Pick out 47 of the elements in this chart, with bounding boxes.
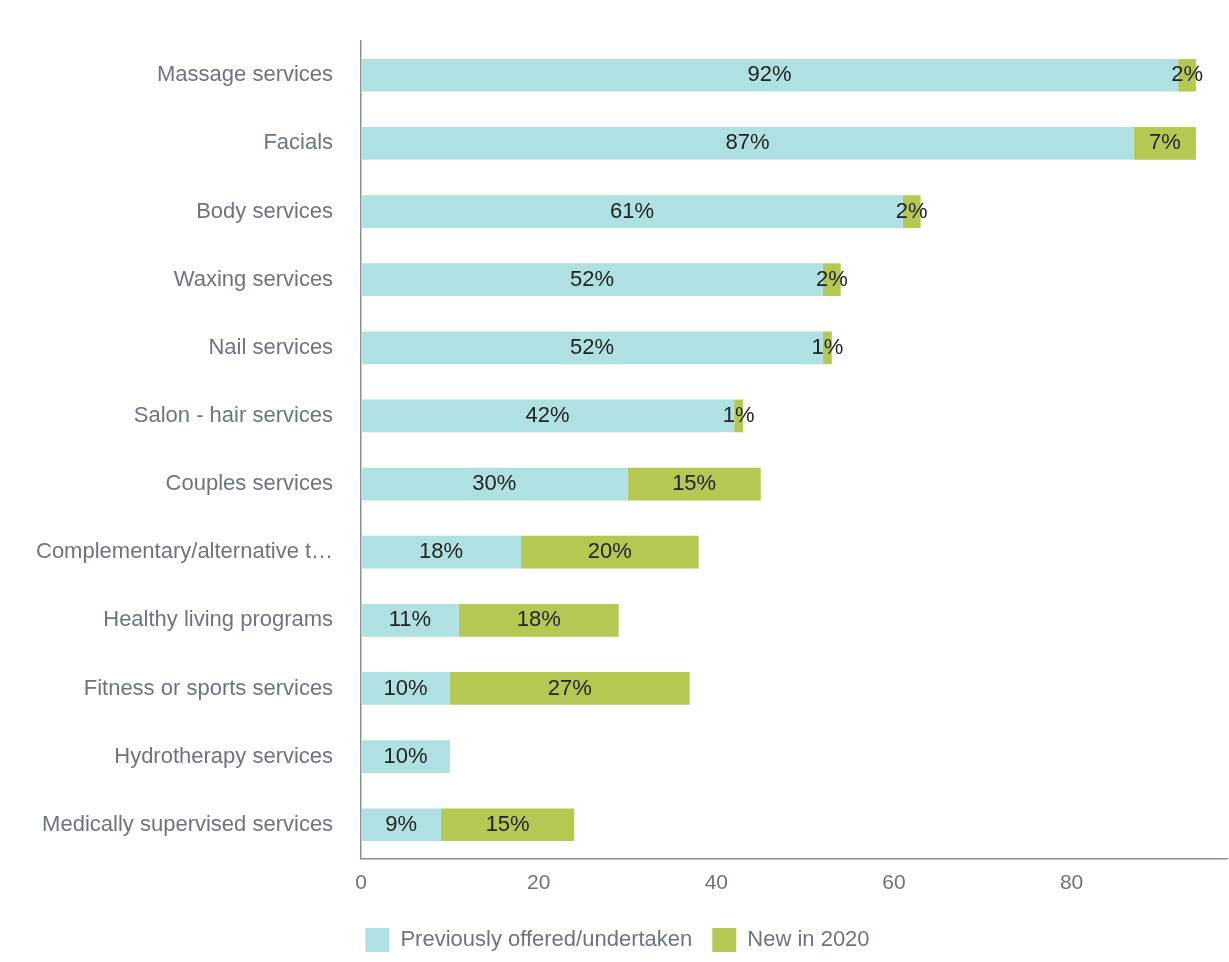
data-label: 10% xyxy=(383,742,428,768)
y-tick-label: Waxing services xyxy=(173,265,334,291)
x-tick-label: 20 xyxy=(527,870,551,894)
y-tick-label: Healthy living programs xyxy=(103,606,334,632)
data-label: 42% xyxy=(525,402,570,427)
legend-label: Previously offered/undertaken xyxy=(400,926,693,952)
data-label: 52% xyxy=(570,265,615,291)
data-label: 20% xyxy=(587,538,632,564)
y-tick-label: Salon - hair services xyxy=(133,402,334,427)
legend-label: New in 2020 xyxy=(747,926,870,952)
y-tick-label: Medically supervised services xyxy=(42,810,334,836)
bar xyxy=(441,808,575,842)
data-label: 92% xyxy=(747,61,792,87)
x-tick-label: 80 xyxy=(1059,870,1084,894)
data-label: 9% xyxy=(385,810,417,836)
x-tick-label: 0 xyxy=(355,870,367,894)
bar xyxy=(361,535,521,569)
y-tick-label: Couples services xyxy=(165,470,334,496)
y-tick-label: Nail services xyxy=(208,333,334,359)
data-label: 18% xyxy=(419,538,464,564)
y-tick-label: Massage services xyxy=(157,61,334,87)
data-label: 27% xyxy=(547,674,592,700)
bar xyxy=(458,603,619,637)
data-label: 15% xyxy=(672,470,717,496)
bar xyxy=(449,672,690,705)
data-label: 15% xyxy=(485,810,530,836)
bar xyxy=(361,603,459,637)
bar xyxy=(361,127,1134,160)
bar xyxy=(520,535,699,569)
y-tick-label: Hydrotherapy services xyxy=(114,742,334,768)
y-tick-label: Body services xyxy=(196,197,334,223)
data-label: 10% xyxy=(383,674,428,700)
data-label: 30% xyxy=(472,470,517,496)
y-tick-label: Facials xyxy=(263,129,334,155)
x-tick-label: 40 xyxy=(704,870,729,894)
data-label: 87% xyxy=(725,129,770,155)
y-tick-label: Complementary/alternative t… xyxy=(35,538,334,564)
data-label: 18% xyxy=(516,606,561,632)
data-label: 11% xyxy=(388,606,432,632)
y-tick-label: Fitness or sports services xyxy=(83,674,334,700)
bar xyxy=(361,467,628,501)
x-tick-label: 60 xyxy=(882,870,906,894)
bar xyxy=(1133,127,1196,160)
data-label: 52% xyxy=(570,333,615,359)
bar xyxy=(627,467,761,501)
data-label: 61% xyxy=(609,197,655,223)
data-label: 7% xyxy=(1148,129,1181,155)
